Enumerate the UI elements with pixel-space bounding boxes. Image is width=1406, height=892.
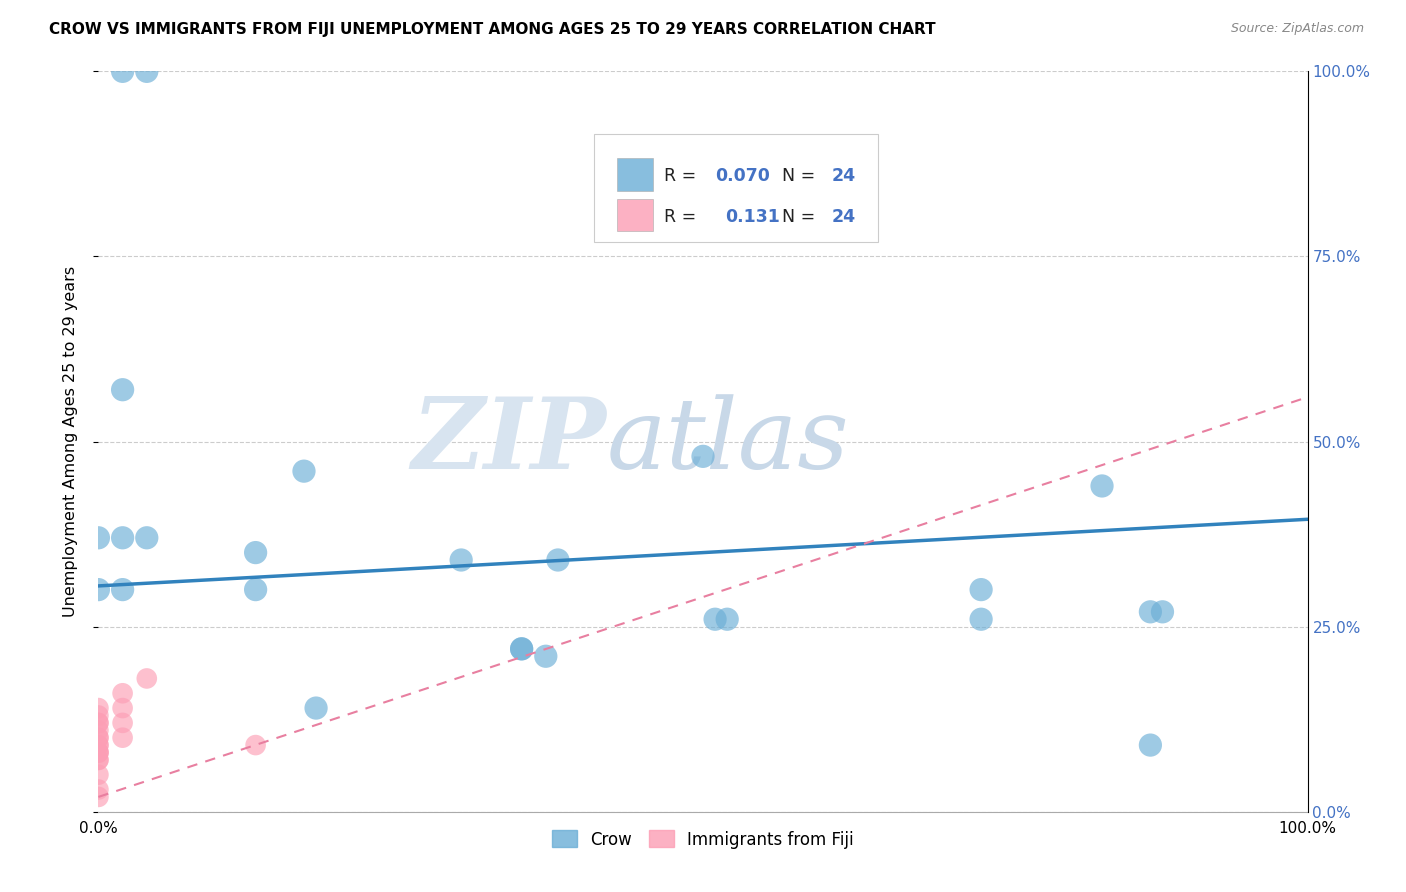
Point	[692, 450, 714, 464]
Text: Source: ZipAtlas.com: Source: ZipAtlas.com	[1230, 22, 1364, 36]
Text: ZIP: ZIP	[412, 393, 606, 490]
Legend: Crow, Immigrants from Fiji: Crow, Immigrants from Fiji	[546, 823, 860, 855]
Point	[111, 531, 134, 545]
Point	[87, 582, 110, 597]
Text: R =: R =	[664, 168, 702, 186]
Point	[111, 701, 134, 715]
Point	[245, 738, 267, 752]
Point	[87, 746, 110, 760]
Point	[716, 612, 738, 626]
Point	[135, 531, 157, 545]
Text: 24: 24	[831, 208, 855, 227]
Point	[245, 582, 267, 597]
Text: N =: N =	[770, 168, 821, 186]
Point	[87, 738, 110, 752]
Point	[704, 612, 727, 626]
Point	[510, 641, 533, 656]
Point	[87, 731, 110, 745]
Text: 0.131: 0.131	[724, 208, 780, 227]
Point	[111, 582, 134, 597]
Point	[87, 782, 110, 797]
Point	[135, 64, 157, 78]
Point	[1152, 605, 1174, 619]
Point	[970, 582, 993, 597]
Point	[510, 641, 533, 656]
Point	[87, 715, 110, 730]
Point	[87, 723, 110, 738]
Point	[87, 731, 110, 745]
Point	[87, 531, 110, 545]
Point	[87, 715, 110, 730]
Point	[87, 738, 110, 752]
Point	[87, 753, 110, 767]
Point	[245, 546, 267, 560]
Point	[547, 553, 569, 567]
Point	[292, 464, 315, 478]
Point	[111, 715, 134, 730]
Point	[1139, 605, 1161, 619]
Point	[534, 649, 557, 664]
Point	[87, 789, 110, 804]
Text: atlas: atlas	[606, 394, 849, 489]
Point	[111, 383, 134, 397]
FancyBboxPatch shape	[617, 158, 654, 191]
Point	[111, 64, 134, 78]
Point	[970, 612, 993, 626]
FancyBboxPatch shape	[595, 135, 879, 242]
Text: 0.070: 0.070	[716, 168, 770, 186]
Point	[111, 731, 134, 745]
Text: N =: N =	[770, 208, 821, 227]
Point	[87, 708, 110, 723]
Text: 24: 24	[831, 168, 855, 186]
Point	[87, 746, 110, 760]
FancyBboxPatch shape	[617, 199, 654, 231]
Point	[87, 753, 110, 767]
Text: R =: R =	[664, 208, 707, 227]
Point	[450, 553, 472, 567]
Point	[135, 672, 157, 686]
Point	[87, 701, 110, 715]
Y-axis label: Unemployment Among Ages 25 to 29 years: Unemployment Among Ages 25 to 29 years	[63, 266, 77, 617]
Point	[1091, 479, 1114, 493]
Point	[305, 701, 328, 715]
Point	[1139, 738, 1161, 752]
Point	[87, 746, 110, 760]
Text: CROW VS IMMIGRANTS FROM FIJI UNEMPLOYMENT AMONG AGES 25 TO 29 YEARS CORRELATION : CROW VS IMMIGRANTS FROM FIJI UNEMPLOYMEN…	[49, 22, 936, 37]
Point	[87, 767, 110, 781]
Point	[111, 686, 134, 700]
